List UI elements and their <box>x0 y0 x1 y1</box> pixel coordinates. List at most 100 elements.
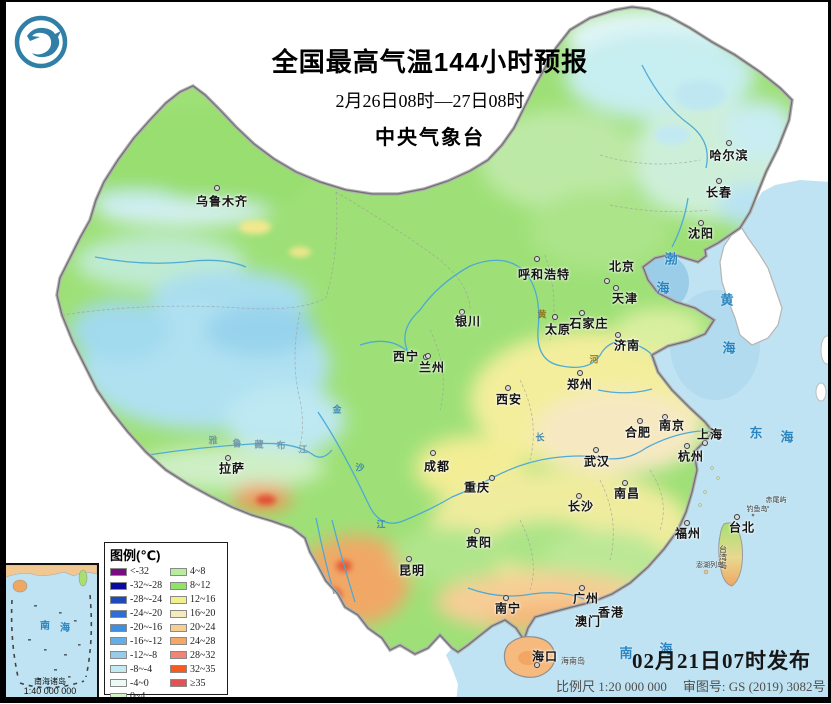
penghu-island <box>703 569 709 575</box>
city-label: 杭州 <box>677 449 705 464</box>
legend-swatch <box>110 581 127 590</box>
river-name-label: 河 <box>589 354 599 365</box>
legend-swatch <box>110 665 127 674</box>
legend-row: -24~-20 <box>110 607 170 621</box>
city-label: 昆明 <box>398 563 426 578</box>
legend-range-label: -4~0 <box>130 677 149 689</box>
inset-scale: 1:40 000 000 <box>24 686 77 696</box>
city-label: 太原 <box>544 322 572 337</box>
city-dot <box>615 332 621 338</box>
title-block: 全国最高气温144小时预报 2月26日08时—27日08时 中央气象台 <box>215 42 645 150</box>
legend-swatch <box>170 651 187 660</box>
legend-row: 8~12 <box>170 579 215 593</box>
city-label: 长春 <box>705 185 733 200</box>
city-label: 成都 <box>423 459 451 474</box>
city-dot <box>214 185 220 191</box>
national-boundary-inner <box>56 6 793 655</box>
map-footer: 比例尺 1:20 000 000 审图号: GS (2019) 3082号 <box>556 676 831 695</box>
inset-sea-label: 海 <box>60 621 70 634</box>
city-label: 台北 <box>728 520 756 535</box>
city-dot <box>505 385 511 391</box>
legend-box: 图例(℃) <-32 -32~-28 -28~-24 -24~-20 -20~-16 -1… <box>104 542 228 702</box>
legend-swatch <box>170 567 187 576</box>
city-label: 香港 <box>597 605 625 620</box>
legend-range-label: <-32 <box>130 566 149 578</box>
city-label: 济南 <box>613 338 641 353</box>
city-label: 南宁 <box>494 601 522 616</box>
river-name-label: 江 <box>298 444 308 455</box>
legend-range-label: 16~20 <box>190 608 216 620</box>
city-dot <box>579 310 585 316</box>
legend-row: ≥35 <box>170 676 215 690</box>
river-name-label: 鲁 <box>232 438 242 449</box>
legend-row: 32~35 <box>170 662 215 676</box>
legend-swatch <box>170 595 187 604</box>
legend-range-label: -32~-28 <box>130 580 163 592</box>
city-dot <box>622 480 628 486</box>
legend-title: 图例(℃) <box>110 548 161 563</box>
legend-range-label: 12~16 <box>190 594 216 606</box>
island-name-label: 台湾岛 <box>718 545 728 569</box>
river-name-label: 长 <box>535 432 545 443</box>
city-dot <box>430 450 436 456</box>
river-name-label: 金 <box>332 404 342 415</box>
legend-range-label: 24~28 <box>190 635 216 647</box>
legend-swatch <box>110 609 127 618</box>
river-name-label: 沙 <box>355 462 365 473</box>
forecast-period: 2月26日08时—27日08时 <box>335 91 525 111</box>
city-dot <box>534 256 540 262</box>
city-dot <box>716 178 722 184</box>
legend-range-label: 20~24 <box>190 622 216 633</box>
legend-row: 28~32 <box>170 648 215 662</box>
city-label: 南京 <box>658 418 686 433</box>
city-label: 石家庄 <box>569 316 609 331</box>
city-dot <box>684 520 690 526</box>
legend-range-label: 8~12 <box>190 580 211 592</box>
city-label: 西安 <box>495 392 523 407</box>
river-name-label: 雅 <box>208 435 218 446</box>
south-china-sea-inset: 南 海 南海诸岛 1:40 000 000 <box>2 563 99 699</box>
city-dot <box>579 585 585 591</box>
legend-row: 24~28 <box>170 634 215 648</box>
city-dot <box>702 440 708 446</box>
issuing-agency: 中央气象台 <box>375 127 485 149</box>
sea-name-label: 海 <box>722 340 736 356</box>
taiwan-island <box>718 522 743 587</box>
legend-row: 4~8 <box>170 565 215 579</box>
legend-row: -12~-8 <box>110 648 170 662</box>
inset-caption: 南海诸岛 <box>34 676 66 686</box>
city-label: 哈尔滨 <box>709 148 749 163</box>
sea-name-label: 黄 <box>720 292 734 308</box>
city-label: 南昌 <box>613 486 641 501</box>
city-label: 呼和浩特 <box>517 267 571 282</box>
city-dot <box>684 443 690 449</box>
legend-range-label: 4~8 <box>190 566 206 578</box>
city-dot <box>593 447 599 453</box>
legend-column-left: <-32 -32~-28 -28~-24 -24~-20 -20~-16 -16~-12 -… <box>110 565 170 704</box>
legend-swatch <box>110 637 127 646</box>
river-name-label: 布 <box>276 440 286 451</box>
legend-range-label: -8~-4 <box>130 663 153 675</box>
legend-swatch <box>170 665 187 674</box>
city-label: 沈阳 <box>687 226 715 241</box>
diaoyu-island-mark <box>751 513 755 517</box>
legend-row: 20~24 <box>170 621 215 635</box>
inset-taiwan <box>78 569 88 587</box>
island-name-label: 澎湖列岛 <box>696 562 724 569</box>
city-label: 兰州 <box>418 360 446 375</box>
city-label: 福州 <box>674 526 702 541</box>
cma-logo <box>14 15 68 69</box>
city-dot <box>662 414 668 420</box>
legend-swatch <box>110 623 127 632</box>
island-name-label: 钓鱼岛 <box>746 506 768 513</box>
scale-text: 比例尺 1:20 000 000 <box>556 679 667 694</box>
city-label: 郑州 <box>566 377 594 392</box>
inset-sea-label: 南 <box>40 619 50 632</box>
city-dot <box>637 418 643 424</box>
legend-range-label: -24~-20 <box>130 608 163 620</box>
sea-name-label: 海 <box>659 641 673 657</box>
legend-column-right: 4~8 8~12 12~16 16~20 20~24 24~28 28~32 32~35 ≥35 <box>170 565 215 704</box>
city-label: 长沙 <box>567 499 595 514</box>
